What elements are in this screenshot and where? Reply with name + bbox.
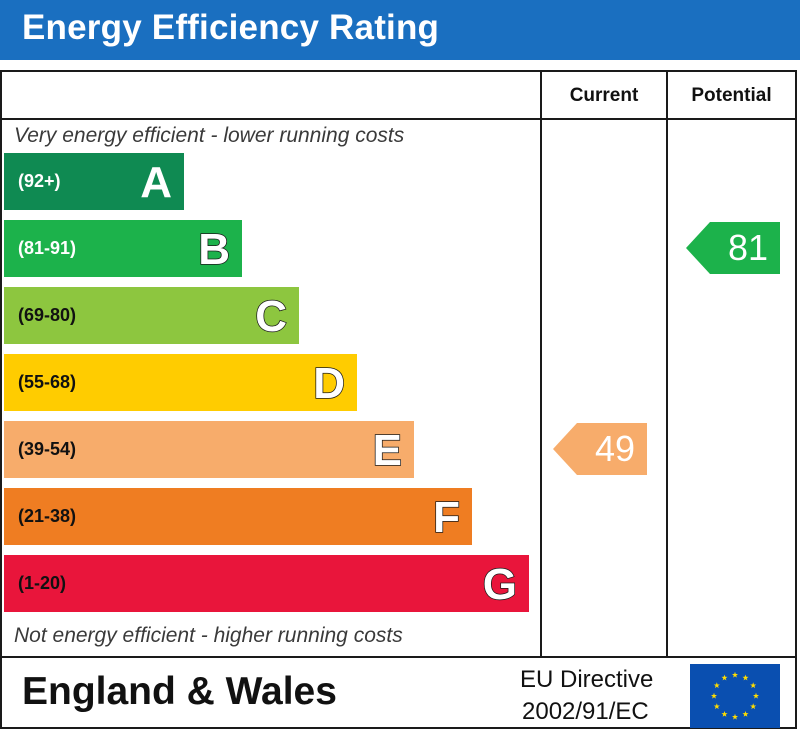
current-rating-arrow: 49	[553, 423, 647, 475]
header-bar: Energy Efficiency Rating	[0, 0, 800, 60]
band-range-label: (92+)	[18, 171, 61, 191]
band-e: (39-54) E	[4, 421, 414, 478]
band-range-label: (39-54)	[18, 439, 77, 459]
band-letter: E	[372, 425, 403, 476]
band-range-label: (1-20)	[18, 573, 67, 593]
eu-star	[750, 682, 757, 689]
band-letter: A	[140, 158, 172, 207]
band-letter: G	[482, 559, 518, 610]
footer-country: England & Wales	[22, 670, 337, 713]
band-a: (92+) A	[4, 153, 184, 210]
band-d: (55-68) D	[4, 354, 357, 411]
eu-star	[713, 682, 720, 689]
divider-potential	[666, 70, 668, 658]
band-range-label: (21-38)	[18, 506, 77, 526]
band-c: (69-80) C	[4, 287, 299, 344]
eu-flag-icon	[690, 664, 780, 728]
eu-star	[742, 674, 749, 681]
footer-divider	[0, 656, 797, 658]
band-letter: B	[197, 224, 230, 275]
divider-current	[540, 70, 542, 658]
band-letter: F	[432, 492, 460, 543]
eu-star	[731, 671, 739, 678]
band-letter: C	[254, 291, 287, 342]
eu-star	[752, 692, 760, 699]
potential-rating-arrow-value: 81	[727, 227, 768, 268]
column-header-current: Current	[569, 85, 639, 106]
band-g: (1-20) G	[4, 555, 529, 612]
band-letter: D	[312, 358, 345, 409]
potential-rating-arrow: 81	[686, 222, 780, 274]
header-row-divider	[0, 118, 797, 120]
eu-star	[721, 710, 728, 717]
eu-directive-number: 2002/91/EC	[522, 698, 649, 725]
band-f: (21-38) F	[4, 488, 472, 545]
band-range-label: (69-80)	[18, 305, 77, 325]
column-header-potential: Potential	[691, 85, 772, 106]
band-range-label: (81-91)	[18, 238, 77, 258]
caption-efficient: Very energy efficient - lower running co…	[14, 124, 405, 147]
eu-star	[731, 713, 739, 720]
eu-star	[713, 703, 720, 710]
eu-star	[721, 674, 728, 681]
eu-star	[750, 703, 757, 710]
rating-table-frame	[0, 70, 797, 729]
band-range-label: (55-68)	[18, 372, 77, 392]
eu-star	[742, 710, 749, 717]
caption-inefficient: Not energy efficient - higher running co…	[14, 624, 403, 647]
page-title: Energy Efficiency Rating	[22, 8, 440, 47]
band-b: (81-91) B	[4, 220, 242, 277]
current-rating-arrow-value: 49	[594, 428, 635, 469]
eu-directive-label: EU Directive	[520, 666, 654, 693]
eu-star	[710, 692, 718, 699]
